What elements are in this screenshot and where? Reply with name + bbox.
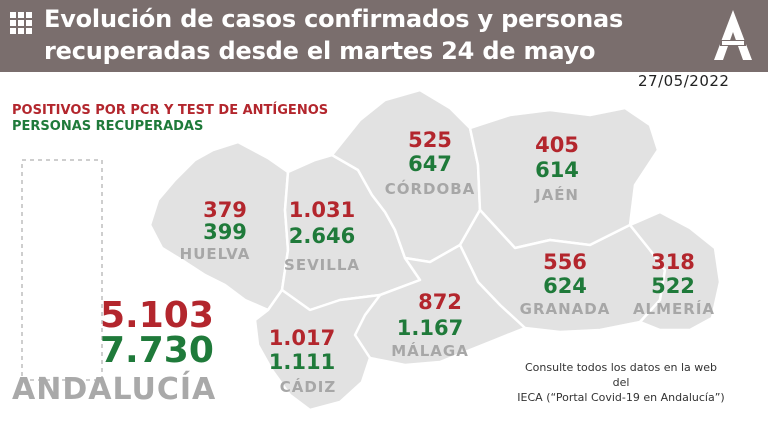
almeria-label: ALMERÍA bbox=[632, 300, 716, 318]
huelva-label: HUELVA bbox=[179, 245, 251, 263]
report-date: 27/05/2022 bbox=[638, 72, 730, 90]
cordoba-cases: 525 bbox=[408, 128, 452, 152]
malaga-label: MÁLAGA bbox=[391, 342, 469, 360]
malaga-recovered: 1.167 bbox=[396, 316, 464, 340]
province-almeria-shape bbox=[628, 210, 722, 332]
title-line-2: recuperadas desde el martes 24 de mayo bbox=[44, 37, 596, 65]
map-dashed-frame bbox=[21, 159, 103, 381]
total-recovered: 7.730 bbox=[100, 330, 214, 371]
source-note-line-1: Consulte todos los datos en la web del bbox=[525, 361, 717, 389]
almeria-cases: 318 bbox=[651, 250, 695, 274]
sevilla-cases: 1.031 bbox=[288, 198, 356, 222]
total-cases: 5.103 bbox=[100, 295, 214, 336]
province-huelva-shape bbox=[148, 140, 290, 312]
grid-icon bbox=[10, 12, 32, 34]
cordoba-recovered: 647 bbox=[408, 152, 452, 176]
granada-recovered: 624 bbox=[543, 274, 587, 298]
granada-cases: 556 bbox=[543, 250, 587, 274]
legend-recuperadas: PERSONAS RECUPERADAS bbox=[12, 119, 204, 134]
cadiz-cases: 1.017 bbox=[268, 326, 336, 350]
date-box bbox=[628, 72, 768, 94]
jaen-recovered: 614 bbox=[535, 158, 579, 182]
legend-positivos: POSITIVOS POR PCR Y TEST DE ANTÍGENOS bbox=[12, 103, 329, 118]
header-bar bbox=[0, 0, 768, 72]
junta-logo bbox=[714, 10, 752, 60]
almeria-recovered: 522 bbox=[651, 274, 695, 298]
sevilla-label: SEVILLA bbox=[284, 256, 360, 274]
source-note: Consulte todos los datos en la web del I… bbox=[515, 360, 727, 405]
cadiz-recovered: 1.111 bbox=[268, 350, 336, 374]
sevilla-recovered: 2.646 bbox=[288, 224, 356, 248]
jaen-cases: 405 bbox=[535, 133, 579, 157]
jaen-label: JAÉN bbox=[535, 186, 579, 204]
title-line-1: Evolución de casos confirmados y persona… bbox=[44, 5, 624, 33]
malaga-cases: 872 bbox=[418, 290, 462, 314]
huelva-cases: 379 bbox=[203, 198, 247, 222]
cadiz-label: CÁDIZ bbox=[279, 378, 337, 396]
andalucia-label: ANDALUCÍA bbox=[12, 372, 217, 407]
page-title: Evolución de casos confirmados y persona… bbox=[44, 3, 623, 67]
huelva-recovered: 399 bbox=[203, 220, 247, 244]
source-note-line-2: IECA (“Portal Covid-19 en Andalucía”) bbox=[517, 391, 725, 404]
province-cadiz-shape bbox=[253, 288, 382, 412]
granada-label: GRANADA bbox=[519, 300, 611, 318]
cordoba-label: CÓRDOBA bbox=[384, 180, 476, 198]
